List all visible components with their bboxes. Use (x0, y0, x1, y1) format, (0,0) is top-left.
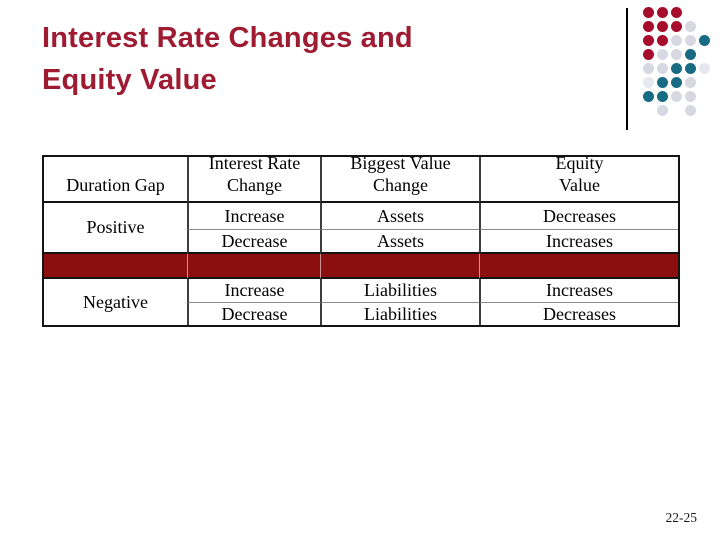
decor-dot (656, 6, 668, 18)
slide-title-line-2: Equity Value (42, 64, 217, 96)
slide-title: Interest Rate Changes and Equity Value (42, 17, 413, 101)
decor-dot (670, 76, 682, 88)
decor-dot (656, 90, 668, 102)
decor-dot (670, 62, 682, 74)
decor-dot (670, 48, 682, 60)
duration-gap-table: Duration Gap Interest Rate Change Bigges… (42, 155, 680, 327)
dot-pattern (641, 5, 711, 117)
col-header-interest-rate-change: Interest Rate Change (187, 157, 320, 203)
cell-duration-gap-negative: Negative (83, 291, 148, 312)
slide-title-line-1: Interest Rate Changes and (42, 22, 413, 54)
separator-band-cell (479, 254, 678, 279)
separator-band-cell (44, 254, 187, 279)
cell-equity-value: Decreases (479, 303, 678, 325)
decor-dot (656, 20, 668, 32)
decor-dot (642, 20, 654, 32)
decor-dot (698, 34, 710, 46)
decor-dot (684, 20, 696, 32)
decor-dot (642, 6, 654, 18)
cell-value-change: Liabilities (320, 279, 479, 303)
decor-dot (670, 20, 682, 32)
decor-dot (642, 34, 654, 46)
decor-dot (670, 6, 682, 18)
decor-dot (684, 34, 696, 46)
decor-dot (670, 34, 682, 46)
cell-rate-change: Decrease (187, 303, 320, 325)
cell-rate-change: Increase (187, 203, 320, 230)
separator-band-cell (320, 254, 479, 279)
cell-value-change: Assets (320, 230, 479, 254)
decor-dot (656, 48, 668, 60)
col-header-biggest-value-change: Biggest Value Change (320, 157, 479, 203)
col-header-duration-gap: Duration Gap (44, 157, 187, 203)
decor-dot (642, 90, 654, 102)
page-number: 22-25 (665, 510, 698, 525)
cell-equity-value: Increases (479, 279, 678, 303)
decor-dot (656, 62, 668, 74)
col-header-equity-value: Equity Value (479, 157, 678, 203)
cell-rate-change: Decrease (187, 230, 320, 254)
decor-dot (670, 90, 682, 102)
cell-equity-value: Decreases (479, 203, 678, 230)
decor-dot (642, 48, 654, 60)
decor-dot (684, 90, 696, 102)
cell-rate-change: Increase (187, 279, 320, 303)
cell-duration-gap-positive: Positive (44, 203, 187, 254)
cell-value-change: Assets (320, 203, 479, 230)
decor-dot (684, 76, 696, 88)
decor-dot (642, 76, 654, 88)
decor-dot (656, 34, 668, 46)
separator-band-cell (187, 254, 320, 279)
decor-dot (656, 76, 668, 88)
decor-dot (684, 104, 696, 116)
decor-divider-line (626, 8, 628, 130)
cell-equity-value: Increases (479, 230, 678, 254)
decor-dot (642, 62, 654, 74)
decor-dot (656, 104, 668, 116)
decor-dot (684, 62, 696, 74)
decor-dot (684, 48, 696, 60)
cell-value-change: Liabilities (320, 303, 479, 325)
decor-dot (698, 62, 710, 74)
